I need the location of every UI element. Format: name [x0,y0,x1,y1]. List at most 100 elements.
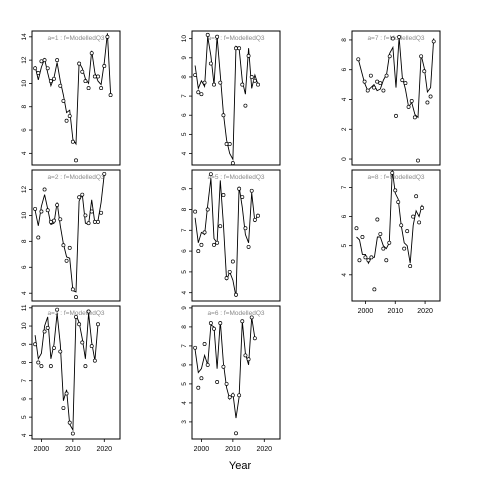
y-tick-label: 5 [181,132,188,136]
panel-title: a=3 : f=ModelledQ3 [47,310,104,317]
x-tick-label: 2000 [34,446,50,453]
data-point [252,217,257,222]
y-tick-label: 8 [181,207,188,211]
data-point [45,208,50,213]
y-tick-label: 8 [21,360,28,364]
y-tick-label: 5 [181,270,188,274]
data-point [237,393,242,398]
data-point [431,39,436,44]
y-tick-label: 9 [181,306,188,310]
data-point [208,321,213,326]
data-point [67,114,72,119]
x-tick-label: 2020 [417,308,433,315]
data-point [33,206,38,211]
data-point [403,81,408,86]
data-point [252,336,257,341]
data-point [393,188,398,193]
data-point [384,73,389,78]
data-point [36,360,41,365]
data-point [55,307,60,312]
y-tick-label: 7 [21,379,28,383]
panel-7: a=3 : f=ModelledQ3 4 5 6 7 8 9 10 11 2000 2010 2020 [21,304,121,453]
model-line [34,173,105,293]
data-point [375,217,380,222]
data-point [240,195,245,199]
data-point [400,78,405,83]
data-point [92,358,97,363]
y-tick-label: 14 [21,33,28,41]
data-point [67,420,72,425]
data-point [108,93,113,98]
data-point [42,329,47,334]
data-point [412,115,417,120]
data-point [70,287,75,292]
data-point [246,244,251,249]
data-point [96,74,100,79]
data-point [420,205,425,210]
data-point [234,292,238,297]
panel-frame [351,169,441,302]
panel-frame [351,30,441,166]
y-tick-label: 6 [21,128,28,132]
data-point [77,195,82,200]
data-point [205,362,210,367]
y-tick-label: 5 [341,244,348,248]
panel-8: a=6 : f=ModelledQ3 3 4 5 6 7 8 9 2000 2010 2020 [181,305,281,453]
data-point [384,258,389,263]
data-point [48,219,53,224]
data-point [381,88,386,93]
panel-frame [31,169,121,302]
data-point [221,113,226,118]
panel-2: a=5 : f=ModelledQ3 4 5 6 7 8 9 10 [181,30,281,166]
data-point [218,321,223,326]
data-point [92,74,97,79]
data-point [208,61,213,66]
data-point [227,395,232,400]
data-point [83,79,88,84]
data-point [224,381,229,386]
data-point [86,221,91,226]
data-point [92,219,97,224]
y-tick-label: 3 [181,420,188,424]
data-point [399,223,404,228]
data-point [230,393,235,398]
data-point [218,80,223,85]
data-point [363,255,368,260]
data-point [372,85,376,90]
data-point [80,69,85,74]
data-point [414,194,419,199]
data-point [256,82,260,87]
y-tick-label: 6 [21,265,28,269]
data-point [80,340,85,345]
data-point [96,322,100,327]
panel-frame [31,305,121,440]
data-point [212,82,216,87]
data-point [387,240,392,245]
y-tick-label: 9 [181,56,188,60]
panel-frame [191,169,281,302]
data-point [378,232,383,236]
data-point [428,94,433,99]
data-point [402,246,407,251]
data-point [199,376,204,381]
data-point [64,118,69,123]
data-point [64,258,69,263]
data-point [193,209,198,214]
data-point [48,79,53,84]
y-tick-label: 4 [181,290,188,294]
data-point [256,213,260,218]
data-point [52,345,56,350]
data-point [411,214,416,219]
data-point [105,34,110,39]
y-tick-label: 12 [21,56,28,64]
data-point [416,158,420,163]
data-point [39,59,44,64]
data-point [61,406,66,410]
data-point [243,226,248,231]
y-tick-label: 6 [181,249,188,253]
data-point [102,64,107,68]
model-line [194,317,256,419]
panel-title: a=7 : f=ModelledQ3 [367,35,424,42]
x-axis-title: Year [229,460,252,472]
